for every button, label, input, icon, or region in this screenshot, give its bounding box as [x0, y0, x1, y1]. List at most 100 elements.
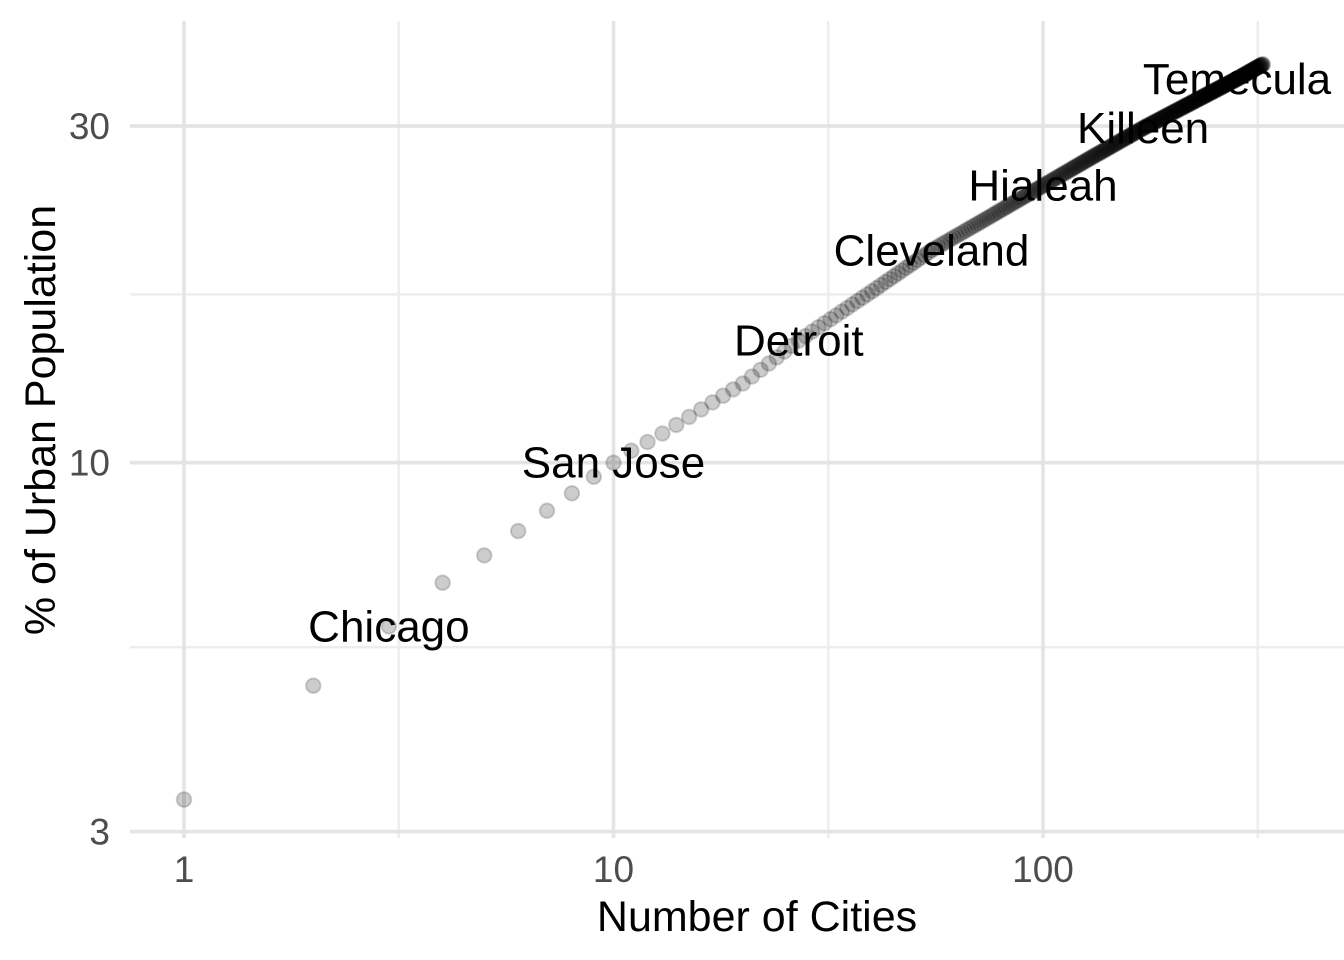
data-point — [1198, 86, 1215, 104]
data-point — [1010, 191, 1028, 208]
data-point — [1134, 119, 1152, 137]
data-point — [1226, 72, 1243, 89]
data-point — [968, 216, 985, 233]
data-point — [1175, 98, 1193, 115]
data-point — [1068, 157, 1086, 175]
data-point — [585, 468, 603, 486]
data-point — [1199, 85, 1217, 103]
data-point — [1251, 58, 1268, 75]
data-point — [1170, 101, 1187, 118]
data-point — [1203, 83, 1220, 101]
data-point — [1227, 71, 1244, 88]
data-point — [1118, 128, 1136, 146]
data-point — [1086, 147, 1104, 164]
data-point — [948, 227, 966, 244]
data-point — [1082, 149, 1099, 167]
data-point — [1238, 65, 1255, 82]
data-point — [1180, 96, 1197, 113]
data-point — [1138, 118, 1155, 135]
data-point — [1244, 61, 1262, 79]
data-point — [1234, 67, 1252, 84]
data-point — [1153, 110, 1170, 127]
data-point — [1034, 177, 1052, 194]
data-point — [999, 197, 1017, 215]
data-point — [1145, 114, 1162, 131]
data-point — [1008, 192, 1026, 210]
data-point — [175, 791, 193, 808]
data-point — [936, 234, 953, 252]
data-point — [1204, 83, 1222, 100]
data-point — [434, 574, 451, 592]
data-point — [1179, 96, 1196, 114]
data-point — [1189, 91, 1206, 108]
data-point — [965, 217, 983, 235]
data-point — [1210, 80, 1228, 97]
data-point — [1047, 170, 1064, 187]
data-point — [623, 442, 640, 460]
data-point — [990, 203, 1008, 220]
data-point — [1080, 150, 1098, 168]
data-point — [1140, 117, 1157, 134]
data-point — [868, 279, 886, 297]
data-point — [1233, 68, 1250, 85]
data-point — [1040, 174, 1057, 191]
data-point — [1146, 113, 1163, 131]
data-point — [1064, 160, 1081, 177]
data-point — [760, 355, 778, 372]
x-tick-label-1: 1 — [174, 849, 195, 890]
data-point — [1096, 141, 1113, 159]
data-point — [1148, 112, 1165, 130]
data-point — [885, 267, 903, 285]
data-point — [803, 323, 821, 340]
data-point — [962, 219, 980, 236]
data-point — [1190, 90, 1208, 107]
data-point — [563, 485, 581, 502]
data-point — [1151, 111, 1169, 128]
data-point — [1109, 134, 1126, 152]
data-point — [692, 401, 710, 418]
data-point — [1002, 196, 1019, 213]
x-tick-label-100: 100 — [1012, 849, 1074, 890]
data-point — [1071, 155, 1089, 173]
data-point — [1004, 195, 1022, 212]
data-point — [1171, 100, 1188, 118]
data-point — [1237, 65, 1254, 83]
data-point — [776, 343, 793, 360]
data-point — [1246, 60, 1263, 78]
data-point — [1147, 113, 1164, 130]
data-point — [1240, 64, 1257, 81]
data-point — [1174, 98, 1192, 116]
major-gridlines — [130, 21, 1344, 838]
x-axis-title: Number of Cities — [597, 893, 917, 941]
data-point — [1157, 108, 1174, 125]
data-point — [1229, 70, 1246, 87]
city-label-cleveland: Cleveland — [834, 226, 1030, 275]
data-point — [752, 361, 769, 379]
data-point — [1062, 161, 1079, 178]
data-point — [1249, 58, 1267, 76]
data-point — [957, 222, 974, 239]
data-point — [1042, 173, 1059, 190]
data-point — [1178, 97, 1195, 114]
data-point — [538, 502, 556, 520]
data-point — [1251, 57, 1269, 75]
data-point — [1117, 129, 1135, 147]
data-point — [1192, 89, 1210, 107]
y-tick-label-30: 30 — [69, 106, 110, 147]
data-point — [1122, 126, 1139, 144]
data-point — [981, 208, 998, 226]
data-point — [1172, 100, 1189, 117]
data-point — [1127, 124, 1144, 141]
data-point — [985, 205, 1003, 223]
data-point — [1235, 66, 1253, 84]
data-point — [1152, 110, 1170, 128]
data-point — [1132, 121, 1150, 138]
data-point — [942, 230, 960, 248]
city-label-hialeah: Hialeah — [968, 162, 1117, 211]
data-point — [1213, 78, 1231, 96]
data-point — [1085, 148, 1102, 165]
data-point — [1089, 145, 1106, 163]
data-point — [790, 332, 808, 349]
data-point — [1210, 80, 1227, 97]
